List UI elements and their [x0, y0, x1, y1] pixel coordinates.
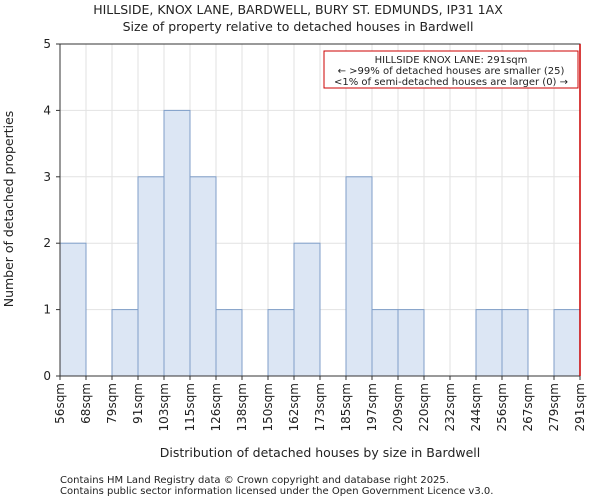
x-tick-label: 279sqm — [547, 383, 561, 431]
bar-256sqm — [501, 309, 529, 377]
annotation-box: HILLSIDE KNOX LANE: 291sqm ← >99% of det… — [323, 50, 579, 89]
x-tick-label: 173sqm — [313, 383, 327, 431]
x-tick-label: 103sqm — [157, 383, 171, 431]
annotation-frame — [323, 50, 579, 89]
bar-197sqm — [371, 309, 399, 377]
bars — [59, 109, 581, 377]
x-tick-label: 79sqm — [105, 383, 119, 424]
x-tick-label: 56sqm — [53, 383, 67, 424]
y-tick-label: 4 — [43, 103, 51, 117]
x-tick-label: 232sqm — [443, 383, 457, 431]
x-tick-label: 115sqm — [183, 383, 197, 431]
bar-279sqm — [553, 309, 581, 377]
y-axis-label: Number of detached properties — [1, 111, 16, 308]
footer-line-2: Contains public sector information licen… — [60, 486, 493, 497]
annotation-line-3: <1% of semi-detached houses are larger (… — [334, 77, 568, 88]
bar-126sqm — [215, 309, 243, 377]
axes: 0 1 2 3 4 5 56sqm 68sqm 79sqm 91sqm 103sqm 115sqm 12… — [43, 37, 587, 431]
bar-79sqm — [111, 309, 139, 377]
bar-244sqm — [475, 309, 503, 377]
x-tick-label: 220sqm — [417, 383, 431, 431]
bar-91sqm — [137, 176, 165, 377]
bar-56sqm — [59, 242, 87, 377]
bar-162sqm — [293, 242, 321, 377]
x-axis-label: Distribution of detached houses by size … — [160, 445, 481, 460]
y-tick-label: 0 — [43, 369, 51, 383]
x-tick-label: 162sqm — [287, 383, 301, 431]
x-tick-label: 267sqm — [521, 383, 535, 431]
x-tick-label: 126sqm — [209, 383, 223, 431]
bar-103sqm — [163, 109, 191, 377]
x-tick-label: 138sqm — [235, 383, 249, 431]
y-tick-label: 5 — [43, 37, 51, 51]
bar-209sqm — [397, 309, 425, 377]
x-tick-label: 209sqm — [391, 383, 405, 431]
x-tick-label: 291sqm — [573, 383, 587, 431]
x-tick-label: 68sqm — [79, 383, 93, 424]
y-tick-label: 1 — [43, 303, 51, 317]
x-tick-label: 256sqm — [495, 383, 509, 431]
chart-title: HILLSIDE, KNOX LANE, BARDWELL, BURY ST. … — [93, 2, 503, 17]
x-tick-label: 244sqm — [469, 383, 483, 431]
annotation-line-1: HILLSIDE KNOX LANE: 291sqm — [375, 55, 528, 66]
annotation-line-2: ← >99% of detached houses are smaller (2… — [338, 66, 565, 77]
bar-115sqm — [189, 176, 217, 377]
chart-subtitle: Size of property relative to detached ho… — [123, 19, 474, 34]
x-tick-label: 197sqm — [365, 383, 379, 431]
footer-line-1: Contains HM Land Registry data © Crown c… — [60, 475, 449, 486]
x-tick-label: 150sqm — [261, 383, 275, 431]
x-tick-label: 185sqm — [339, 383, 353, 431]
bar-150sqm — [267, 309, 295, 377]
y-tick-label: 3 — [43, 170, 51, 184]
y-tick-label: 2 — [43, 236, 51, 250]
bar-185sqm — [345, 176, 373, 377]
x-tick-label: 91sqm — [131, 383, 145, 424]
